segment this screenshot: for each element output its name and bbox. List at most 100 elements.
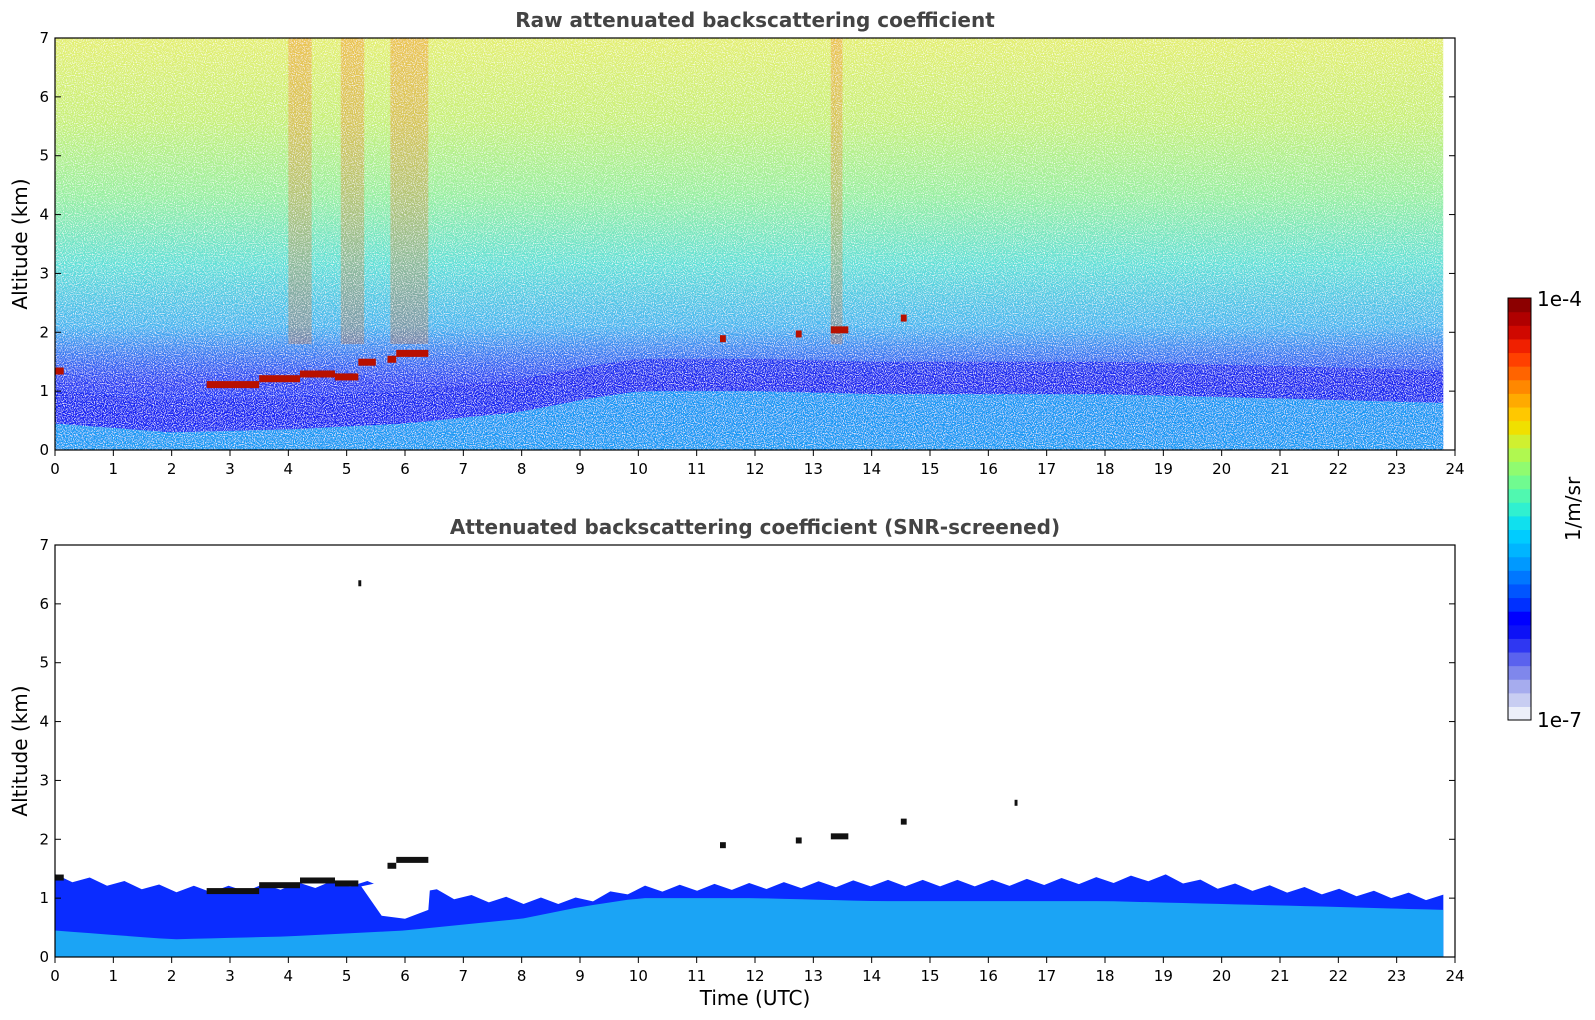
- screened-gap: [361, 871, 432, 919]
- cloud-base: [335, 880, 359, 887]
- cloud-base: [396, 856, 429, 863]
- y-tick-label: 5: [39, 654, 49, 672]
- colorbar-max-label: 1e-4: [1537, 287, 1582, 311]
- y-tick-label: 2: [39, 830, 49, 848]
- cloud-base: [720, 842, 726, 849]
- cloud-base: [830, 833, 849, 840]
- y-tick-label: 7: [39, 536, 49, 554]
- x-tick-label: 20: [1212, 460, 1231, 478]
- cloud-base: [830, 326, 849, 334]
- y-axis: 0 1 2 3 4 5 6 7: [39, 29, 1455, 459]
- cloud-base: [900, 818, 907, 825]
- cloud-base: [259, 375, 300, 383]
- x-tick-label: 10: [629, 967, 648, 985]
- mixed-layer: [55, 391, 1444, 450]
- x-tick-label: 24: [1445, 460, 1464, 478]
- x-tick-label: 6: [400, 967, 410, 985]
- y-tick-label: 7: [39, 29, 49, 47]
- cloud-base: [900, 314, 907, 322]
- colorbar-frame: [1507, 297, 1532, 721]
- colorbar-unit-label: 1/m/sr: [1561, 476, 1585, 541]
- cloud-base: [358, 580, 362, 587]
- heatmap-raw: [55, 38, 1455, 450]
- colorbar-segment: [1508, 529, 1531, 544]
- y-tick-label: 6: [39, 88, 49, 106]
- colorbar-segment: [1508, 461, 1531, 476]
- x-tick-label: 22: [1329, 967, 1348, 985]
- x-tick-label: 24: [1445, 967, 1464, 985]
- x-tick-label: 8: [517, 967, 527, 985]
- y-tick-label: 4: [39, 713, 49, 731]
- x-tick-label: 12: [745, 460, 764, 478]
- cloud-base: [1014, 799, 1018, 806]
- x-tick-label: 17: [1037, 460, 1056, 478]
- signal-streak: [288, 38, 312, 345]
- x-tick-label: 11: [687, 967, 706, 985]
- colorbar-segment: [1508, 379, 1531, 394]
- x-tick-label: 15: [920, 460, 939, 478]
- colorbar-segment: [1508, 366, 1531, 381]
- colorbar-segment: [1508, 706, 1531, 721]
- x-tick-label: 3: [225, 460, 235, 478]
- colorbar-segment: [1508, 638, 1531, 653]
- cloud-base: [795, 330, 802, 338]
- y-tick-label: 1: [39, 382, 49, 400]
- x-axis-label: Time (UTC): [699, 986, 811, 1010]
- x-tick-label: 2: [167, 460, 177, 478]
- cloud-base: [720, 335, 726, 343]
- signal-streak: [390, 38, 429, 345]
- panel-title: Attenuated backscattering coefficient (S…: [450, 515, 1060, 539]
- x-tick-label: 6: [400, 460, 410, 478]
- x-tick-label: 22: [1329, 460, 1348, 478]
- x-axis: 0 1 2 3 4 5 6 7 8 9 10 11 12 13 14 15 16 17 18 19 20 21 22 23 24: [50, 450, 1465, 478]
- x-tick-label: 16: [979, 460, 998, 478]
- cloud-base: [55, 874, 64, 881]
- cloud-base: [206, 888, 260, 895]
- colorbar-segment: [1508, 624, 1531, 639]
- colorbar-segment: [1508, 406, 1531, 422]
- x-tick-label: 11: [687, 460, 706, 478]
- y-tick-label: 3: [39, 264, 49, 282]
- x-tick-label: 15: [920, 967, 939, 985]
- colorbar-min-label: 1e-7: [1537, 708, 1582, 732]
- cloud-base: [795, 837, 802, 844]
- x-tick-label: 2: [167, 967, 177, 985]
- x-tick-label: 21: [1270, 967, 1289, 985]
- x-tick-label: 13: [804, 460, 823, 478]
- colorbar-segment: [1508, 597, 1531, 612]
- colorbar-segment: [1508, 651, 1531, 667]
- colorbar-segment: [1508, 393, 1531, 408]
- colorbar-segment: [1508, 583, 1531, 599]
- y-tick-label: 0: [39, 441, 49, 459]
- x-tick-label: 13: [804, 967, 823, 985]
- x-tick-label: 9: [575, 967, 585, 985]
- cloud-base: [387, 862, 397, 869]
- colorbar-segment: [1508, 352, 1531, 367]
- y-tick-label: 1: [39, 889, 49, 907]
- cloud-base: [55, 367, 64, 375]
- x-tick-label: 17: [1037, 967, 1056, 985]
- x-tick-label: 19: [1154, 967, 1173, 985]
- x-tick-label: 1: [109, 460, 119, 478]
- panel-raw: Raw attenuated backscattering coefficien…: [8, 8, 1465, 478]
- colorbar-segment: [1508, 556, 1531, 571]
- colorbar-segment: [1508, 679, 1531, 694]
- x-tick-label: 4: [284, 460, 294, 478]
- panel-title: Raw attenuated backscattering coefficien…: [515, 8, 995, 32]
- y-axis-label: Altitude (km): [8, 685, 32, 816]
- x-tick-label: 14: [862, 460, 881, 478]
- cloud-base: [387, 355, 397, 363]
- x-tick-label: 19: [1154, 460, 1173, 478]
- x-tick-label: 5: [342, 460, 352, 478]
- signal-streak: [340, 38, 365, 345]
- x-tick-label: 1: [109, 967, 119, 985]
- y-tick-label: 6: [39, 595, 49, 613]
- no-data-region: [1443, 38, 1455, 450]
- heatmap-screened: [55, 580, 1444, 957]
- y-tick-label: 5: [39, 147, 49, 165]
- colorbar-segment: [1508, 434, 1531, 449]
- colorbar-segment: [1508, 474, 1531, 490]
- cloud-base: [300, 877, 335, 884]
- y-axis-label: Altitude (km): [8, 178, 32, 309]
- y-tick-label: 0: [39, 948, 49, 966]
